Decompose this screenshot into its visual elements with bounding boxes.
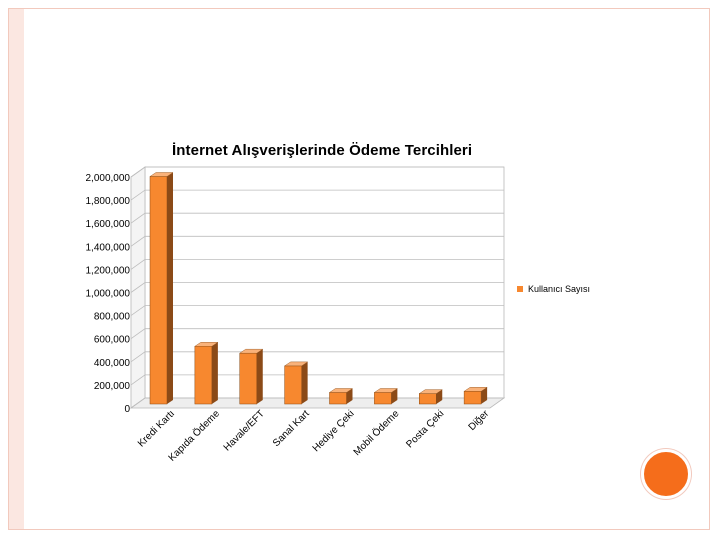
bar-side bbox=[301, 361, 308, 404]
y-tick-label: 1,400,000 bbox=[86, 242, 131, 253]
bar-side bbox=[436, 389, 443, 404]
bar-front bbox=[419, 393, 437, 405]
x-tick-label: Sanal Kart bbox=[271, 408, 312, 449]
bar-top bbox=[283, 361, 309, 367]
gridline bbox=[130, 212, 504, 224]
bar-top bbox=[418, 389, 443, 394]
bar-top bbox=[239, 348, 264, 354]
legend-swatch bbox=[517, 286, 523, 292]
x-tick-label: Havale/EFT bbox=[222, 408, 267, 453]
gridline bbox=[130, 189, 504, 201]
gridline bbox=[130, 166, 504, 178]
y-tick-label: 2,000,000 bbox=[86, 173, 131, 184]
y-tick-label: 1,600,000 bbox=[86, 219, 131, 230]
bar-front bbox=[284, 365, 302, 405]
chart-legend: Kullanıcı Sayısı bbox=[517, 284, 590, 294]
bar-top bbox=[463, 387, 488, 392]
bar-side bbox=[256, 349, 263, 404]
accent-circle-decoration bbox=[641, 449, 691, 499]
bar-top bbox=[373, 388, 399, 393]
y-tick-label: 1,000,000 bbox=[86, 289, 131, 300]
bar-front bbox=[463, 391, 482, 405]
y-tick-label: 400,000 bbox=[94, 358, 131, 369]
bar bbox=[283, 361, 309, 405]
gridline bbox=[130, 235, 504, 247]
bar-side bbox=[391, 388, 398, 404]
slide-side-band bbox=[8, 8, 24, 530]
gridline bbox=[130, 258, 504, 270]
y-tick-label: 1,800,000 bbox=[86, 196, 131, 207]
chart-floor bbox=[129, 397, 506, 409]
y-tick-label: 800,000 bbox=[94, 312, 131, 323]
bar bbox=[149, 172, 174, 405]
bar-front bbox=[374, 392, 392, 405]
y-tick-label: 1,200,000 bbox=[86, 265, 131, 276]
bar-front bbox=[239, 352, 257, 405]
x-tick-label: Diğer bbox=[467, 408, 492, 433]
bar-top bbox=[194, 342, 219, 347]
chart-title: İnternet Alışverişlerinde Ödeme Tercihle… bbox=[172, 142, 473, 159]
bar bbox=[328, 388, 354, 405]
legend-label: Kullanıcı Sayısı bbox=[528, 284, 591, 294]
bar-side bbox=[211, 342, 218, 404]
x-tick-label: Posta Çeki bbox=[404, 408, 446, 450]
bar bbox=[373, 388, 399, 405]
bar-side bbox=[481, 387, 488, 404]
gridline bbox=[130, 374, 504, 386]
bar-front bbox=[149, 176, 168, 405]
bar-front bbox=[194, 346, 213, 405]
gridline bbox=[130, 282, 504, 293]
bar-side bbox=[167, 172, 173, 404]
bar bbox=[239, 348, 264, 405]
bar-top bbox=[328, 388, 354, 393]
bar-top bbox=[149, 172, 174, 177]
slide-frame bbox=[8, 8, 710, 530]
x-tick-label: Mobil Ödeme bbox=[351, 407, 402, 458]
bar bbox=[418, 389, 443, 405]
gridline bbox=[130, 351, 504, 363]
gridline bbox=[130, 328, 504, 340]
y-tick-label: 600,000 bbox=[94, 335, 131, 346]
x-tick-label: Kredi Kartı bbox=[136, 408, 177, 449]
x-tick-label: Hediye Çeki bbox=[311, 408, 357, 454]
bar bbox=[463, 387, 488, 405]
bar-side bbox=[346, 388, 353, 404]
gridline bbox=[130, 305, 504, 316]
bar-front bbox=[329, 392, 347, 405]
y-tick-label: 200,000 bbox=[94, 381, 131, 392]
bar bbox=[194, 342, 219, 405]
y-tick-label: 0 bbox=[124, 404, 130, 415]
